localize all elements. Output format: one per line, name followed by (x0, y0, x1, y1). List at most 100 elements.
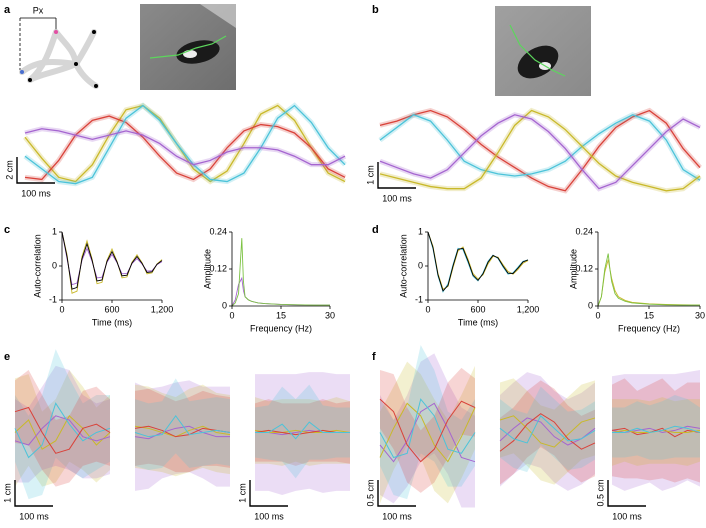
series-line (14, 415, 111, 446)
series-line (499, 415, 596, 448)
panel-label: a (4, 4, 11, 16)
series-line (24, 128, 346, 166)
error-band (15, 349, 110, 500)
series-line (61, 231, 163, 290)
x-tick-label: 600 (104, 304, 119, 314)
series-line (134, 425, 230, 440)
scale-bar-label: 1 cm (237, 483, 247, 503)
series-line (379, 109, 701, 192)
mouse-patch (183, 50, 197, 58)
scale-bar-label: 0.5 cm (365, 479, 375, 506)
y-axis-label: Amplitude (202, 249, 212, 289)
skeleton-diagram: Px (19, 5, 99, 89)
error-band (500, 372, 595, 491)
series-line (24, 104, 346, 185)
x-axis-label: Frequency (Hz) (618, 323, 680, 333)
y-tick-label: 0.24 (575, 226, 593, 236)
scale-bar-label: 1 cm (365, 165, 375, 185)
series-line (61, 231, 163, 294)
y-tick-label: 0.24 (209, 226, 227, 236)
y-tick-label: -1 (49, 294, 57, 304)
joint (74, 62, 78, 66)
series-line (379, 114, 701, 181)
series-line (597, 259, 701, 307)
series-line (134, 425, 231, 438)
tracking-line (509, 24, 566, 77)
tracking-line (149, 35, 227, 59)
y-tick-label: 0 (52, 260, 57, 270)
x-axis-label: Time (ms) (92, 317, 132, 327)
error-band (500, 380, 595, 485)
scale-bar-label: 100 ms (382, 193, 412, 203)
scale-bar-label: 100 ms (612, 511, 642, 521)
series-line (61, 231, 163, 286)
panel-label: d (372, 224, 379, 236)
photo (495, 6, 591, 96)
series-line (24, 115, 346, 181)
y-tick-label: 1 (418, 226, 423, 236)
y-tick-label: 0 (588, 300, 593, 310)
joint (20, 70, 24, 74)
series-line (379, 114, 701, 190)
error-band (15, 365, 110, 483)
series-line (379, 398, 476, 459)
scale-bar (377, 162, 416, 189)
joint (28, 78, 32, 82)
y-tick-label: 0.12 (575, 263, 593, 273)
y-tick-label: -1 (415, 294, 423, 304)
series-line (134, 414, 231, 438)
error-band (380, 345, 475, 500)
error-band (612, 395, 700, 460)
x-tick-label: 1,200 (151, 304, 174, 314)
x-tick-label: 0 (229, 310, 234, 320)
x-tick-label: 600 (470, 304, 485, 314)
scale-bar (607, 480, 646, 507)
scale-bar-label: 1 cm (2, 483, 12, 503)
y-axis-label: Amplitude (568, 249, 578, 289)
y-axis-label: Auto-correlation (398, 234, 408, 298)
series-line (499, 417, 596, 446)
x-tick-label: 0 (425, 304, 430, 314)
series-line (255, 421, 350, 440)
error-band (500, 378, 595, 485)
scale-bar (16, 157, 55, 184)
line-halo (23, 102, 347, 185)
series-line (597, 253, 700, 307)
panel-label: f (372, 351, 376, 363)
error-band (135, 378, 230, 470)
x-axis-label: Frequency (Hz) (250, 323, 312, 333)
y-tick-label: 0 (222, 300, 227, 310)
scale-bar-label: 2 cm (4, 160, 14, 180)
joint (94, 84, 98, 88)
series-line (499, 413, 596, 452)
y-tick-label: 1 (52, 226, 57, 236)
series-line (612, 425, 701, 434)
x-tick-label: 15 (276, 310, 286, 320)
line-halo (23, 102, 347, 187)
panel-label: c (4, 224, 10, 236)
y-axis-label: Auto-correlation (32, 234, 42, 298)
error-band (380, 361, 475, 504)
panel-label: e (4, 351, 10, 363)
error-band (255, 399, 350, 466)
series-line (427, 231, 529, 293)
series-line (14, 415, 111, 450)
series-line (379, 402, 476, 463)
series-line (254, 429, 351, 433)
photo-glare (200, 4, 236, 28)
joint (54, 30, 58, 34)
scale-bar (377, 480, 416, 507)
series-line (611, 427, 701, 438)
series-line (24, 104, 346, 183)
series-line (231, 276, 330, 307)
scale-bar-label: 0.5 cm (595, 479, 605, 506)
x-tick-label: 30 (695, 310, 705, 320)
diagram-label: Px (33, 5, 44, 15)
series-line (499, 415, 596, 444)
error-band (135, 388, 230, 473)
series-line (14, 406, 111, 454)
panel-label: b (372, 4, 379, 16)
mouse (176, 40, 220, 64)
limb (19, 29, 99, 89)
